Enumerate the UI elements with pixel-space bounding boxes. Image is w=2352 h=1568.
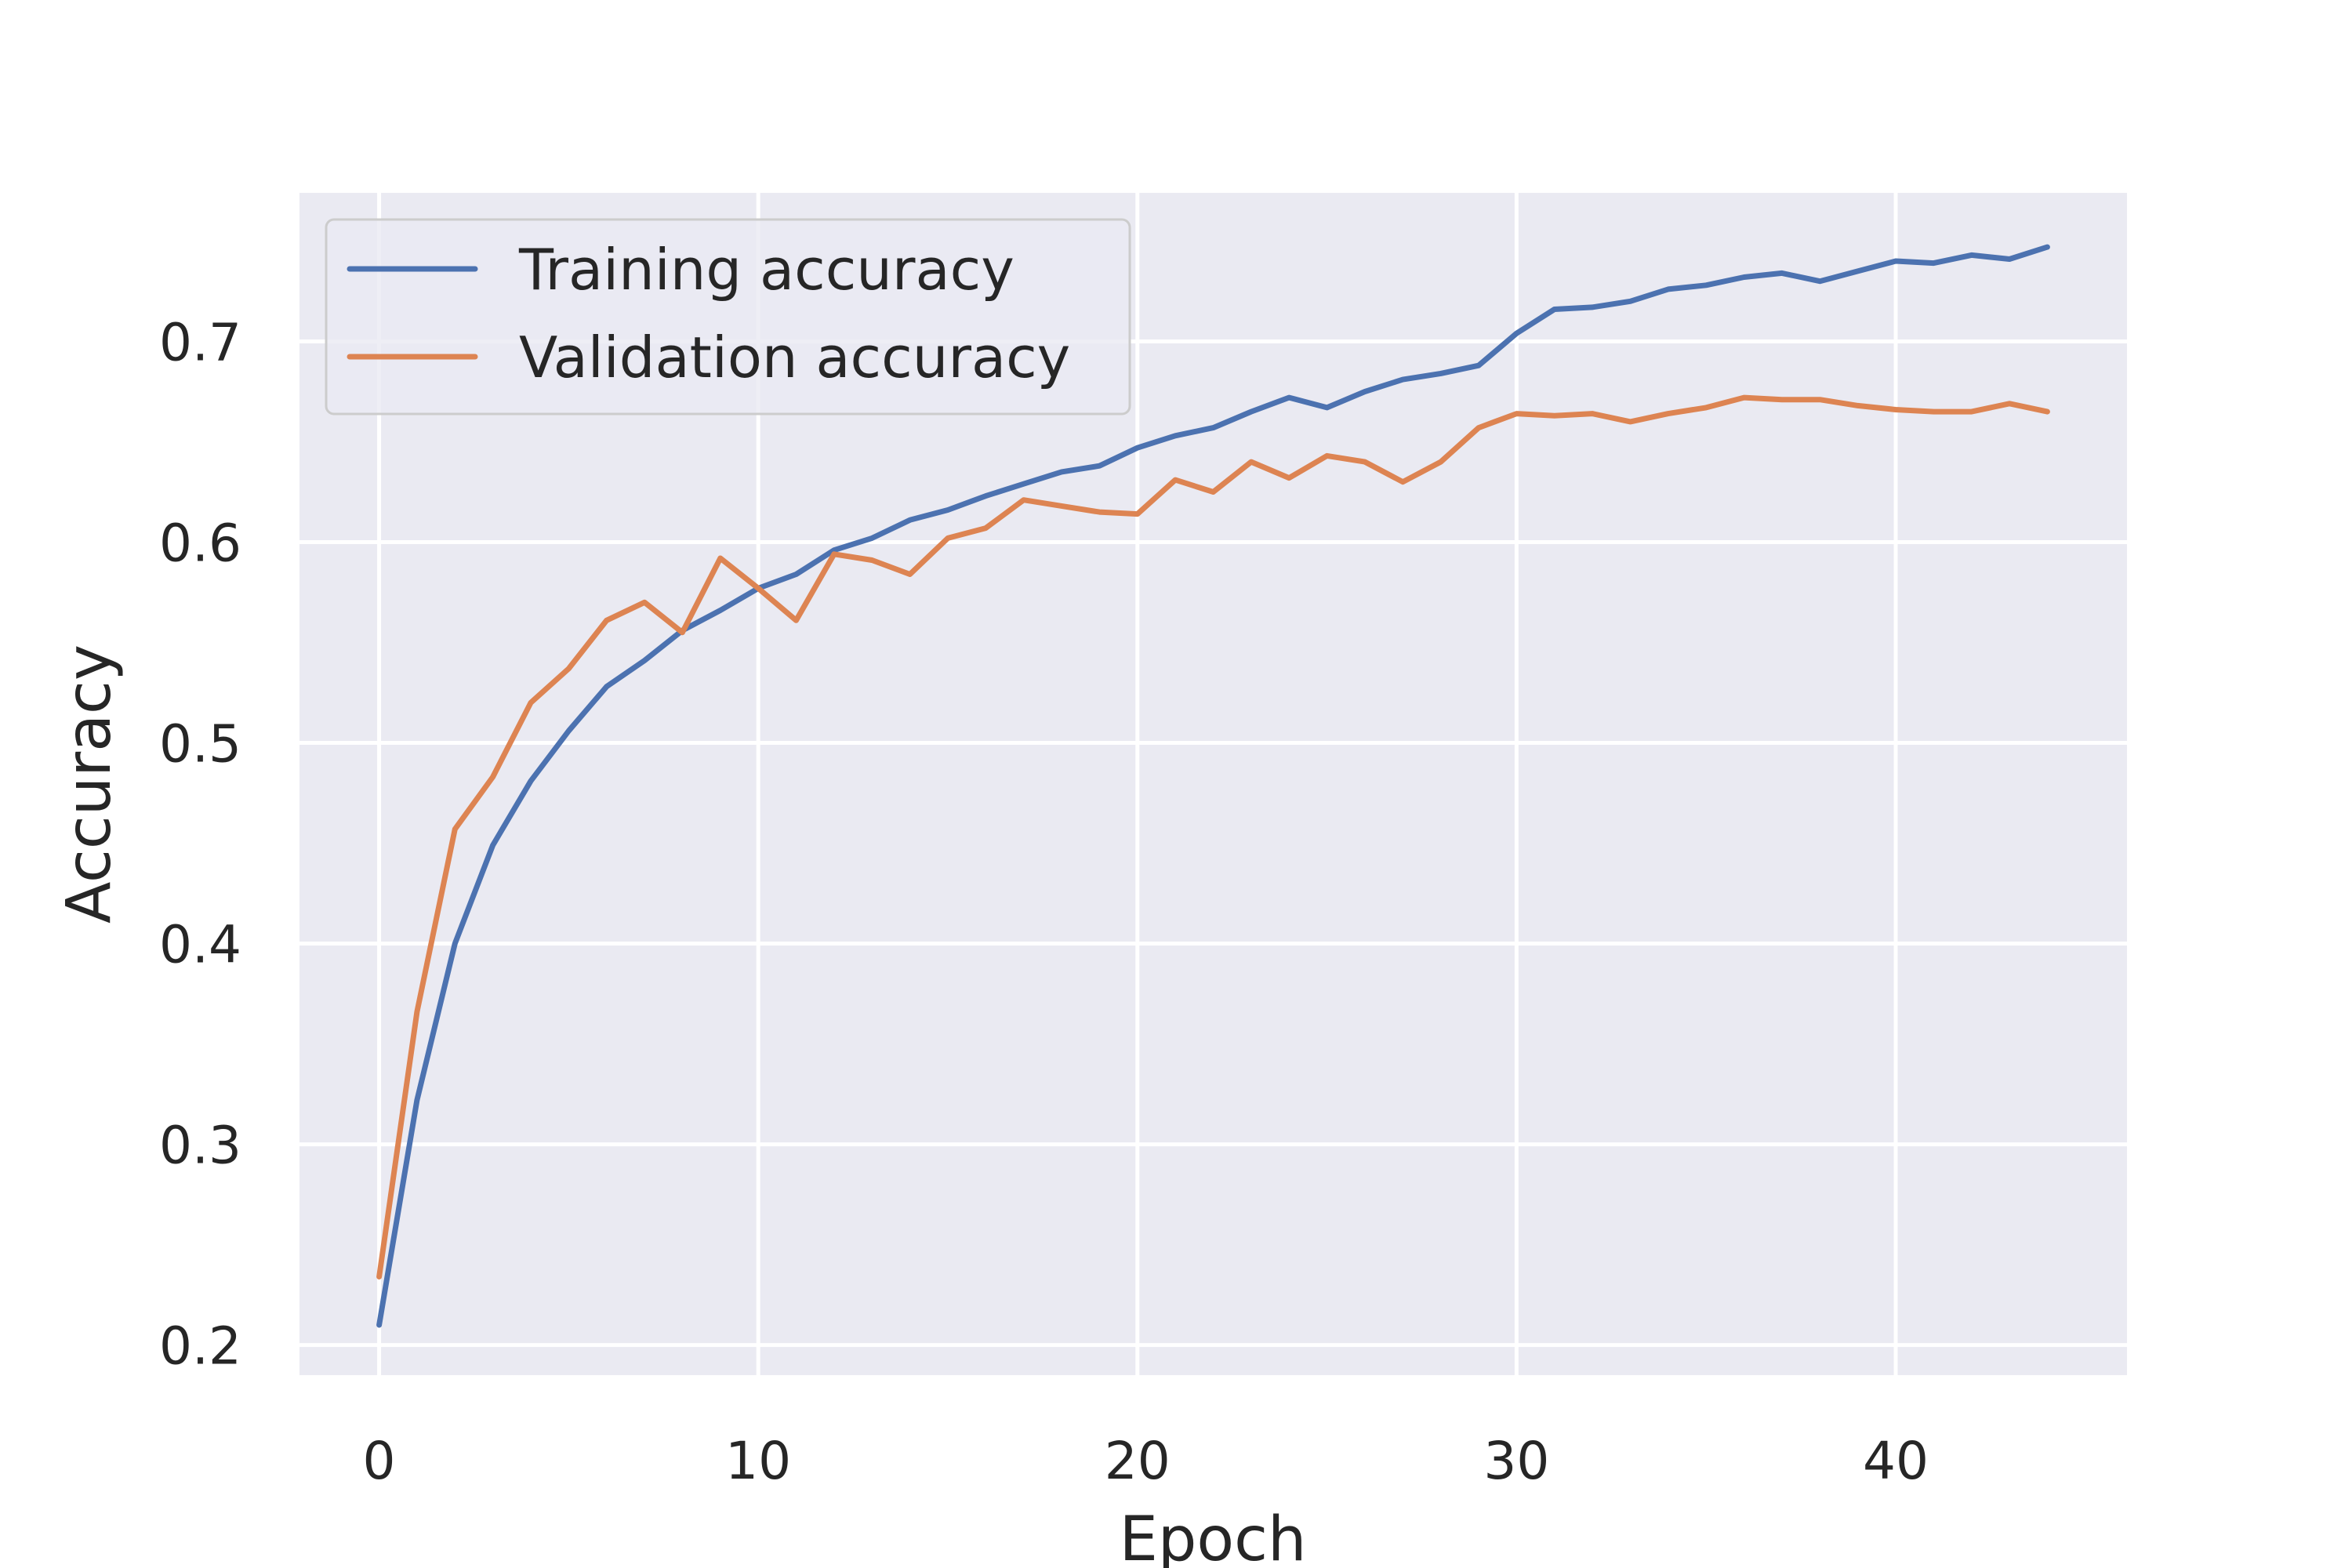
- x-axis-label: Epoch: [1120, 1504, 1307, 1568]
- y-tick-label: 0.3: [159, 1116, 241, 1176]
- legend: Training accuracy Validation accuracy: [325, 218, 1131, 416]
- legend-label-training: Training accuracy: [518, 237, 1014, 303]
- x-tick-label: 0: [363, 1431, 396, 1491]
- legend-label-validation: Validation accuracy: [519, 325, 1070, 390]
- x-tick-label: 20: [1105, 1431, 1171, 1491]
- x-tick-label: 30: [1483, 1431, 1549, 1491]
- series-line-training: [376, 244, 2050, 1328]
- series-line-validation: [376, 394, 2050, 1279]
- y-tick-label: 0.2: [159, 1316, 241, 1377]
- x-tick-label: 10: [725, 1431, 791, 1491]
- y-tick-label: 0.5: [159, 714, 241, 775]
- legend-box: [325, 218, 1131, 416]
- y-axis-ticks: 0.2 0.3 0.4 0.5 0.6 0.7: [159, 312, 241, 1376]
- x-tick-label: 40: [1863, 1431, 1929, 1491]
- y-axis-label: Accuracy: [54, 644, 125, 924]
- y-tick-label: 0.6: [159, 513, 241, 573]
- y-tick-label: 0.4: [159, 915, 241, 975]
- x-axis-ticks: 0 10 20 30 40: [363, 1431, 1929, 1491]
- y-tick-label: 0.7: [159, 312, 241, 372]
- series-layer: [376, 244, 2050, 1328]
- grid: [299, 193, 2127, 1375]
